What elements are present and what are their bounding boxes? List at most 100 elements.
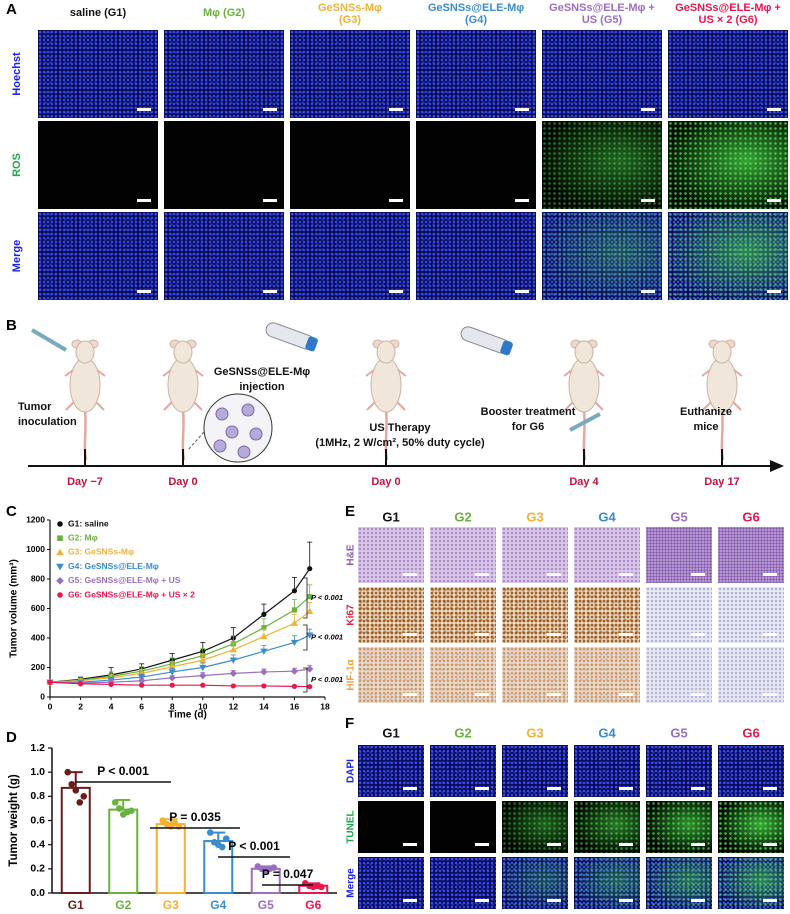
micrograph — [430, 527, 496, 583]
column-header: G4 — [598, 725, 616, 740]
mouse-leg — [396, 401, 406, 411]
y-tick-label: 0.2 — [30, 863, 45, 875]
mouse-head — [376, 340, 396, 364]
mouse-leg — [365, 369, 375, 377]
row-label: DAPI — [346, 759, 357, 783]
marker — [290, 667, 299, 675]
marker — [307, 594, 313, 600]
scale-bar — [691, 633, 705, 636]
marker — [307, 684, 313, 690]
mouse-body — [167, 357, 199, 413]
data-point — [115, 805, 123, 812]
marker — [261, 683, 267, 689]
marker — [261, 611, 267, 618]
column-header: GeSNSs-Mφ — [318, 2, 382, 14]
scale-bar — [475, 693, 489, 696]
marker — [229, 657, 237, 664]
scale-bar — [547, 573, 561, 576]
data-point — [68, 780, 76, 788]
significance-bracket — [303, 624, 308, 651]
scale-bar — [691, 787, 705, 790]
marker — [306, 632, 314, 639]
micrograph — [290, 30, 410, 118]
scale-bar — [619, 633, 633, 636]
mouse-leg — [96, 369, 106, 377]
micrograph — [38, 30, 158, 118]
step-label: GeSNSs@ELE-Mφ — [214, 366, 310, 378]
column-header: G2 — [454, 509, 471, 524]
mouse-body — [69, 357, 101, 413]
y-tick-label: 1.0 — [30, 766, 45, 778]
panel-label: F — [345, 715, 354, 732]
step-label: mice — [693, 421, 718, 433]
scale-bar — [137, 108, 151, 111]
micrograph — [416, 212, 536, 300]
column-header: US (G5) — [582, 14, 623, 26]
probe-head — [305, 336, 318, 352]
marker — [230, 683, 236, 689]
cell-icon — [213, 439, 227, 453]
scale-bar — [691, 843, 705, 846]
scale-bar — [389, 199, 403, 202]
micrograph — [574, 587, 640, 643]
micrograph — [358, 857, 424, 909]
x-tick-label: G2 — [115, 898, 131, 912]
micrograph — [646, 745, 712, 797]
legend-marker — [56, 563, 64, 571]
mouse-leg — [366, 401, 376, 411]
micrograph — [358, 647, 424, 703]
legend-label: G6: GeSNSs@ELE-Mφ + US × 2 — [68, 589, 195, 599]
x-tick-label: 6 — [139, 701, 144, 711]
marker — [138, 677, 146, 685]
scale-bar — [137, 199, 151, 202]
mouse-head — [75, 340, 95, 364]
scale-bar — [403, 573, 417, 576]
micrograph — [646, 527, 712, 583]
scale-bar — [403, 787, 417, 790]
cell-icon — [215, 407, 229, 421]
panel-label: C — [6, 503, 17, 520]
x-tick-label: 4 — [109, 701, 114, 711]
row-label: Hoechst — [11, 52, 23, 96]
legend-label: G2: Mφ — [68, 532, 98, 542]
mouse-leg — [194, 369, 204, 377]
marker — [260, 648, 268, 655]
x-tick-label: 2 — [78, 701, 83, 711]
marker — [199, 656, 207, 663]
micrograph — [38, 121, 158, 209]
scale-bar — [515, 290, 529, 293]
mouse-leg — [733, 369, 743, 377]
legend-label: G1: saline — [68, 518, 109, 528]
data-point — [111, 799, 119, 806]
column-header: (G3) — [339, 14, 361, 26]
mouse-leg — [193, 401, 203, 411]
mouse-head — [173, 340, 193, 364]
mouse-leg — [162, 369, 172, 377]
x-tick-label: 10 — [198, 701, 208, 711]
mouse-leg — [65, 401, 75, 411]
micrograph — [542, 212, 662, 300]
mouse-leg — [594, 401, 604, 411]
scale-bar — [763, 787, 777, 790]
marker — [108, 681, 114, 688]
micrograph — [502, 647, 568, 703]
step-label: injection — [239, 381, 285, 393]
micrograph — [718, 527, 784, 583]
mouse-leg — [397, 369, 407, 377]
row-label: Merge — [346, 868, 357, 898]
mouse-leg — [95, 401, 105, 411]
scale-bar — [263, 199, 277, 202]
scale-bar — [475, 843, 489, 846]
marker — [199, 672, 207, 680]
step-label: (1MHz, 2 W/cm², 50% duty cycle) — [315, 437, 485, 449]
micrograph — [646, 587, 712, 643]
cell-icon — [249, 427, 263, 441]
x-tick-label: 14 — [259, 701, 269, 711]
scale-bar — [475, 787, 489, 790]
column-header: G3 — [526, 725, 543, 740]
column-header: G1 — [382, 509, 399, 524]
y-tick-label: 0.0 — [30, 887, 45, 899]
scale-bar — [403, 843, 417, 846]
timeline-arrow — [770, 460, 784, 472]
